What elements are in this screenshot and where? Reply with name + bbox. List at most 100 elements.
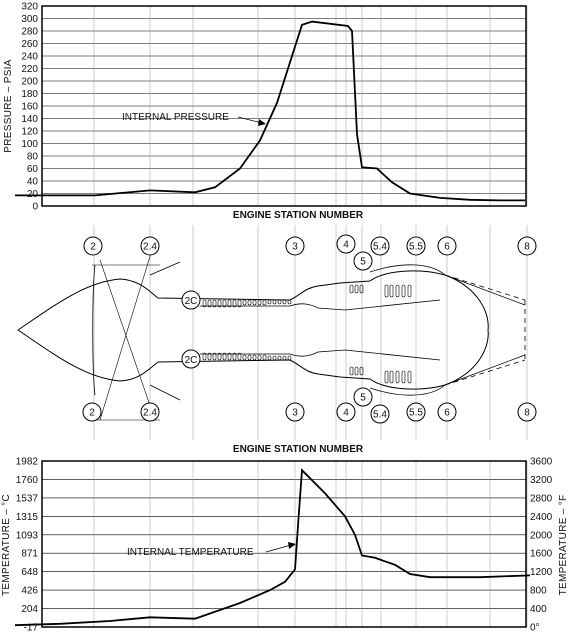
compressor-blade-lower <box>217 352 222 361</box>
pressure-annotation-leader <box>237 116 263 124</box>
pressure-y-axis-title: PRESSURE – PSIA <box>3 59 14 152</box>
pressure-tick-label: 60 <box>27 164 39 175</box>
exhaust-plume-upper <box>444 274 526 301</box>
temperature-fahrenheit-tick-label: 400 <box>530 604 547 615</box>
top-station-circle <box>517 236 537 256</box>
bottom-station-label: 5 <box>360 393 366 404</box>
temperature-annotation-leader <box>265 544 292 553</box>
bottom-station-circle <box>437 402 457 422</box>
turbine-blades <box>349 284 412 384</box>
exhaust-plume-lower <box>444 359 526 386</box>
temperature-fahrenheit-tick-label: 1200 <box>530 567 553 578</box>
pressure-tick-label: 200 <box>21 77 38 88</box>
top-station-circle <box>353 251 373 271</box>
compressor-blade-lower <box>237 352 242 361</box>
top-station-label: 4 <box>343 240 349 251</box>
compressor-blade-lower <box>257 354 262 361</box>
inlet-strut-upper <box>149 261 181 276</box>
compressor-blade-upper <box>217 299 222 308</box>
bottom-station-circle <box>406 402 426 422</box>
engine-cross-section: 2 2.4 3 455.4 5.5 6 8 2 2.4 3 455.4 5.5 6 8 2C 2C EN… <box>17 225 537 455</box>
turbine-blade-lower <box>359 366 364 376</box>
bottom-station-circle <box>336 402 356 422</box>
top-station-markers: 2 2.4 3 45 5.4 5.5 6 8 <box>83 234 537 271</box>
compressor-blade-upper <box>227 299 232 308</box>
compressor-blade-upper <box>267 299 272 305</box>
pressure-tick-label: 120 <box>21 127 38 138</box>
top-station-circle <box>437 236 457 256</box>
bottom-station-label: 4 <box>343 408 349 419</box>
compressor-blade-upper <box>272 299 277 305</box>
turbine-blade-lower <box>395 370 400 384</box>
pressure-tick-label: 260 <box>21 39 38 50</box>
pressure-tick-labels: 0204060801001201401601802002202402602803… <box>21 2 38 213</box>
pressure-chart: 0204060801001201401601802002202402602803… <box>3 2 528 221</box>
internal-pressure-annotation: INTERNAL PRESSURE <box>122 112 229 123</box>
temperature-fahrenheit-tick-label: 1600 <box>530 549 553 560</box>
temperature-fahrenheit-tick-label: 3200 <box>530 475 553 486</box>
pressure-tick-label: 140 <box>21 114 38 125</box>
temperature-celsius-tick-label: 648 <box>21 567 38 578</box>
temperature-fahrenheit-tick-label: 3600 <box>530 457 553 468</box>
turbine-blade-upper <box>359 284 364 294</box>
bottom-station-circle <box>140 402 160 422</box>
compressor-blade-lower <box>282 355 287 361</box>
temperature-gridlines <box>42 460 528 628</box>
turbine-blade-upper <box>384 284 389 298</box>
top-station-label: 2.4 <box>143 242 157 253</box>
temperature-fahrenheit-tick-label: 0° <box>530 623 540 634</box>
top-station-circle <box>406 236 426 256</box>
compressor-blade-upper <box>252 299 257 306</box>
turbine-blade-upper <box>401 284 406 298</box>
temperature-chart: -17 204 426 648 871 1093 1315 1537 1760 1982 0° 40… <box>1 457 569 634</box>
compressor-blade-lower <box>287 355 292 361</box>
pressure-tick-label: 280 <box>21 27 38 38</box>
compressor-blade-lower <box>227 352 232 361</box>
fan-blade-line-a <box>99 259 156 421</box>
top-station-label: 2 <box>90 242 96 253</box>
engine-lower-outline <box>17 329 489 390</box>
bottom-station-label: 5.4 <box>373 410 387 421</box>
pressure-tick-label: 320 <box>21 2 38 13</box>
compressor-blade-upper <box>232 299 237 308</box>
pressure-tick-label: 240 <box>21 52 38 63</box>
compressor-blade-upper <box>212 299 217 308</box>
temperature-celsius-tick-label: 204 <box>21 604 38 615</box>
pressure-tick-label: 100 <box>21 139 38 150</box>
temperature-fahrenheit-tick-label: 2400 <box>530 512 553 523</box>
compressor-blade-upper <box>247 299 252 306</box>
compressor-blade-lower <box>242 354 247 361</box>
compressor-blade-lower <box>277 355 282 361</box>
bottom-station-label: 6 <box>444 408 450 419</box>
compressor-blade-upper <box>287 299 292 305</box>
engine-upper-outline <box>17 270 489 331</box>
compressor-blade-upper <box>282 299 287 305</box>
station-2c-bottom-label: 2C <box>185 355 198 366</box>
fan-case-left <box>92 264 96 396</box>
temperature-annotation-arrowhead <box>288 542 296 549</box>
bottom-station-circle <box>370 404 390 424</box>
top-station-label: 3 <box>292 242 298 253</box>
top-station-circle <box>336 234 356 254</box>
bottom-station-label: 8 <box>524 408 530 419</box>
turbine-blade-lower <box>389 370 394 384</box>
bottom-station-circle <box>517 402 537 422</box>
turbine-blade-upper <box>407 284 412 298</box>
fan-blade-line-b <box>99 239 156 421</box>
station-vertical-lines <box>93 225 528 440</box>
internal-pressure-line <box>15 20 525 202</box>
bypass-duct-upper <box>369 264 526 306</box>
temperature-celsius-tick-label: 426 <box>21 586 38 597</box>
engine-station-title: ENGINE STATION NUMBER <box>233 444 364 455</box>
compressor-blade-lower <box>262 354 267 361</box>
pressure-tick-label: 160 <box>21 102 38 113</box>
top-station-circle <box>83 236 103 256</box>
compressor-blade-lower <box>247 354 252 361</box>
turbine-blade-upper <box>349 284 354 294</box>
temperature-celsius-tick-labels: -17 204 426 648 871 1093 1315 1537 1760 1982 <box>16 457 39 634</box>
pressure-tick-label: 300 <box>21 14 38 25</box>
temperature-celsius-tick-label: 1982 <box>16 457 39 468</box>
temperature-celsius-tick-label: 871 <box>21 549 38 560</box>
inlet-strut-lower <box>149 384 181 401</box>
pressure-tick-label: 0 <box>32 202 38 213</box>
